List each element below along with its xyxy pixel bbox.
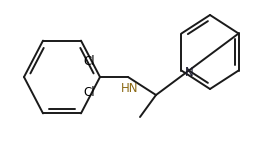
Text: HN: HN — [120, 82, 138, 95]
Text: Cl: Cl — [83, 55, 95, 68]
Text: N: N — [184, 66, 193, 79]
Text: Cl: Cl — [83, 86, 95, 99]
